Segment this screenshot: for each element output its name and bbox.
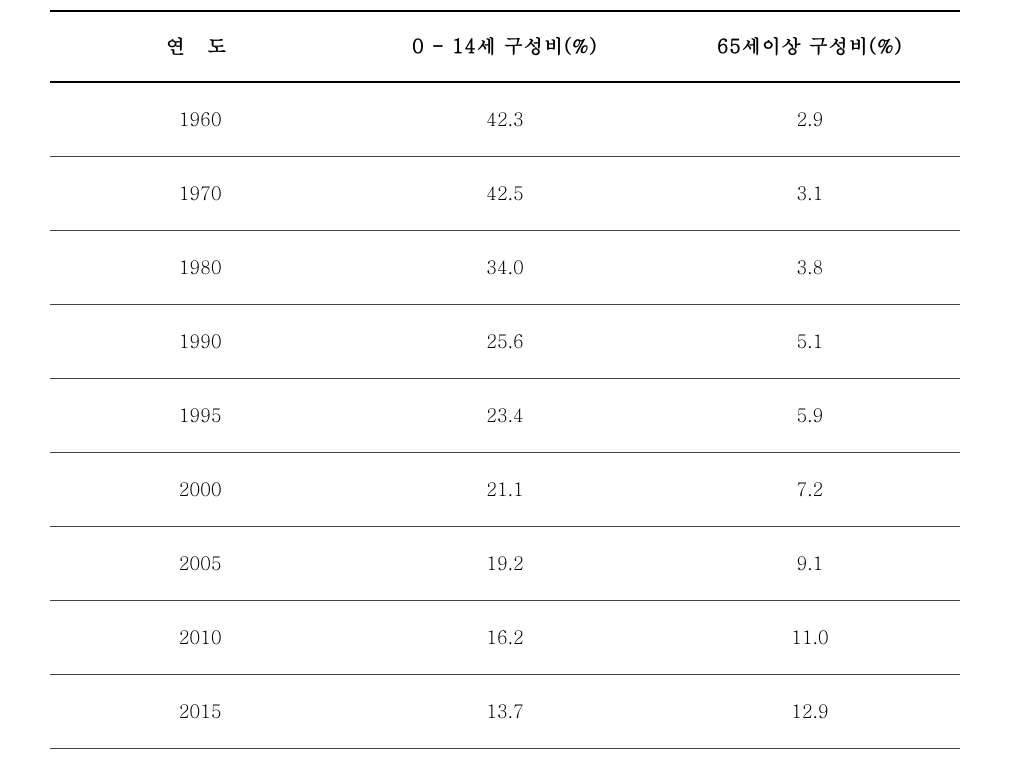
table-row: 2005 19.2 9.1: [50, 527, 960, 601]
col-header-old: 65세이상 구성비(%): [660, 11, 960, 82]
table-row: 1980 34.0 3.8: [50, 231, 960, 305]
table-row: 1995 23.4 5.9: [50, 379, 960, 453]
col-header-young: 0 - 14세 구성비(%): [350, 11, 659, 82]
cell-young: 25.6: [350, 305, 659, 379]
cell-young: 42.3: [350, 82, 659, 157]
cell-old: 11.0: [660, 601, 960, 675]
cell-old: 5.1: [660, 305, 960, 379]
cell-year: 1970: [50, 157, 350, 231]
cell-old: 3.1: [660, 157, 960, 231]
cell-year: 2015: [50, 675, 350, 749]
cell-old: 3.8: [660, 231, 960, 305]
table-header-row: 연 도 0 - 14세 구성비(%) 65세이상 구성비(%): [50, 11, 960, 82]
cell-young: 34.0: [350, 231, 659, 305]
cell-young: 13.7: [350, 675, 659, 749]
cell-year: 1995: [50, 379, 350, 453]
cell-year: 1980: [50, 231, 350, 305]
cell-year: 2010: [50, 601, 350, 675]
table-container: 연 도 0 - 14세 구성비(%) 65세이상 구성비(%) 1960 42.…: [0, 0, 1010, 759]
table-row: 2015 13.7 12.9: [50, 675, 960, 749]
table-header: 연 도 0 - 14세 구성비(%) 65세이상 구성비(%): [50, 11, 960, 82]
table-row: 2010 16.2 11.0: [50, 601, 960, 675]
table-row: 1960 42.3 2.9: [50, 82, 960, 157]
table-body: 1960 42.3 2.9 1970 42.5 3.1 1980 34.0 3.…: [50, 82, 960, 749]
col-header-year: 연 도: [50, 11, 350, 82]
cell-year: 1990: [50, 305, 350, 379]
cell-young: 23.4: [350, 379, 659, 453]
cell-year: 2005: [50, 527, 350, 601]
cell-young: 42.5: [350, 157, 659, 231]
cell-young: 21.1: [350, 453, 659, 527]
cell-old: 5.9: [660, 379, 960, 453]
cell-old: 7.2: [660, 453, 960, 527]
cell-young: 19.2: [350, 527, 659, 601]
cell-year: 2000: [50, 453, 350, 527]
cell-year: 1960: [50, 82, 350, 157]
cell-old: 12.9: [660, 675, 960, 749]
cell-young: 16.2: [350, 601, 659, 675]
demographics-table: 연 도 0 - 14세 구성비(%) 65세이상 구성비(%) 1960 42.…: [50, 10, 960, 749]
table-row: 2000 21.1 7.2: [50, 453, 960, 527]
table-row: 1990 25.6 5.1: [50, 305, 960, 379]
cell-old: 9.1: [660, 527, 960, 601]
table-row: 1970 42.5 3.1: [50, 157, 960, 231]
cell-old: 2.9: [660, 82, 960, 157]
